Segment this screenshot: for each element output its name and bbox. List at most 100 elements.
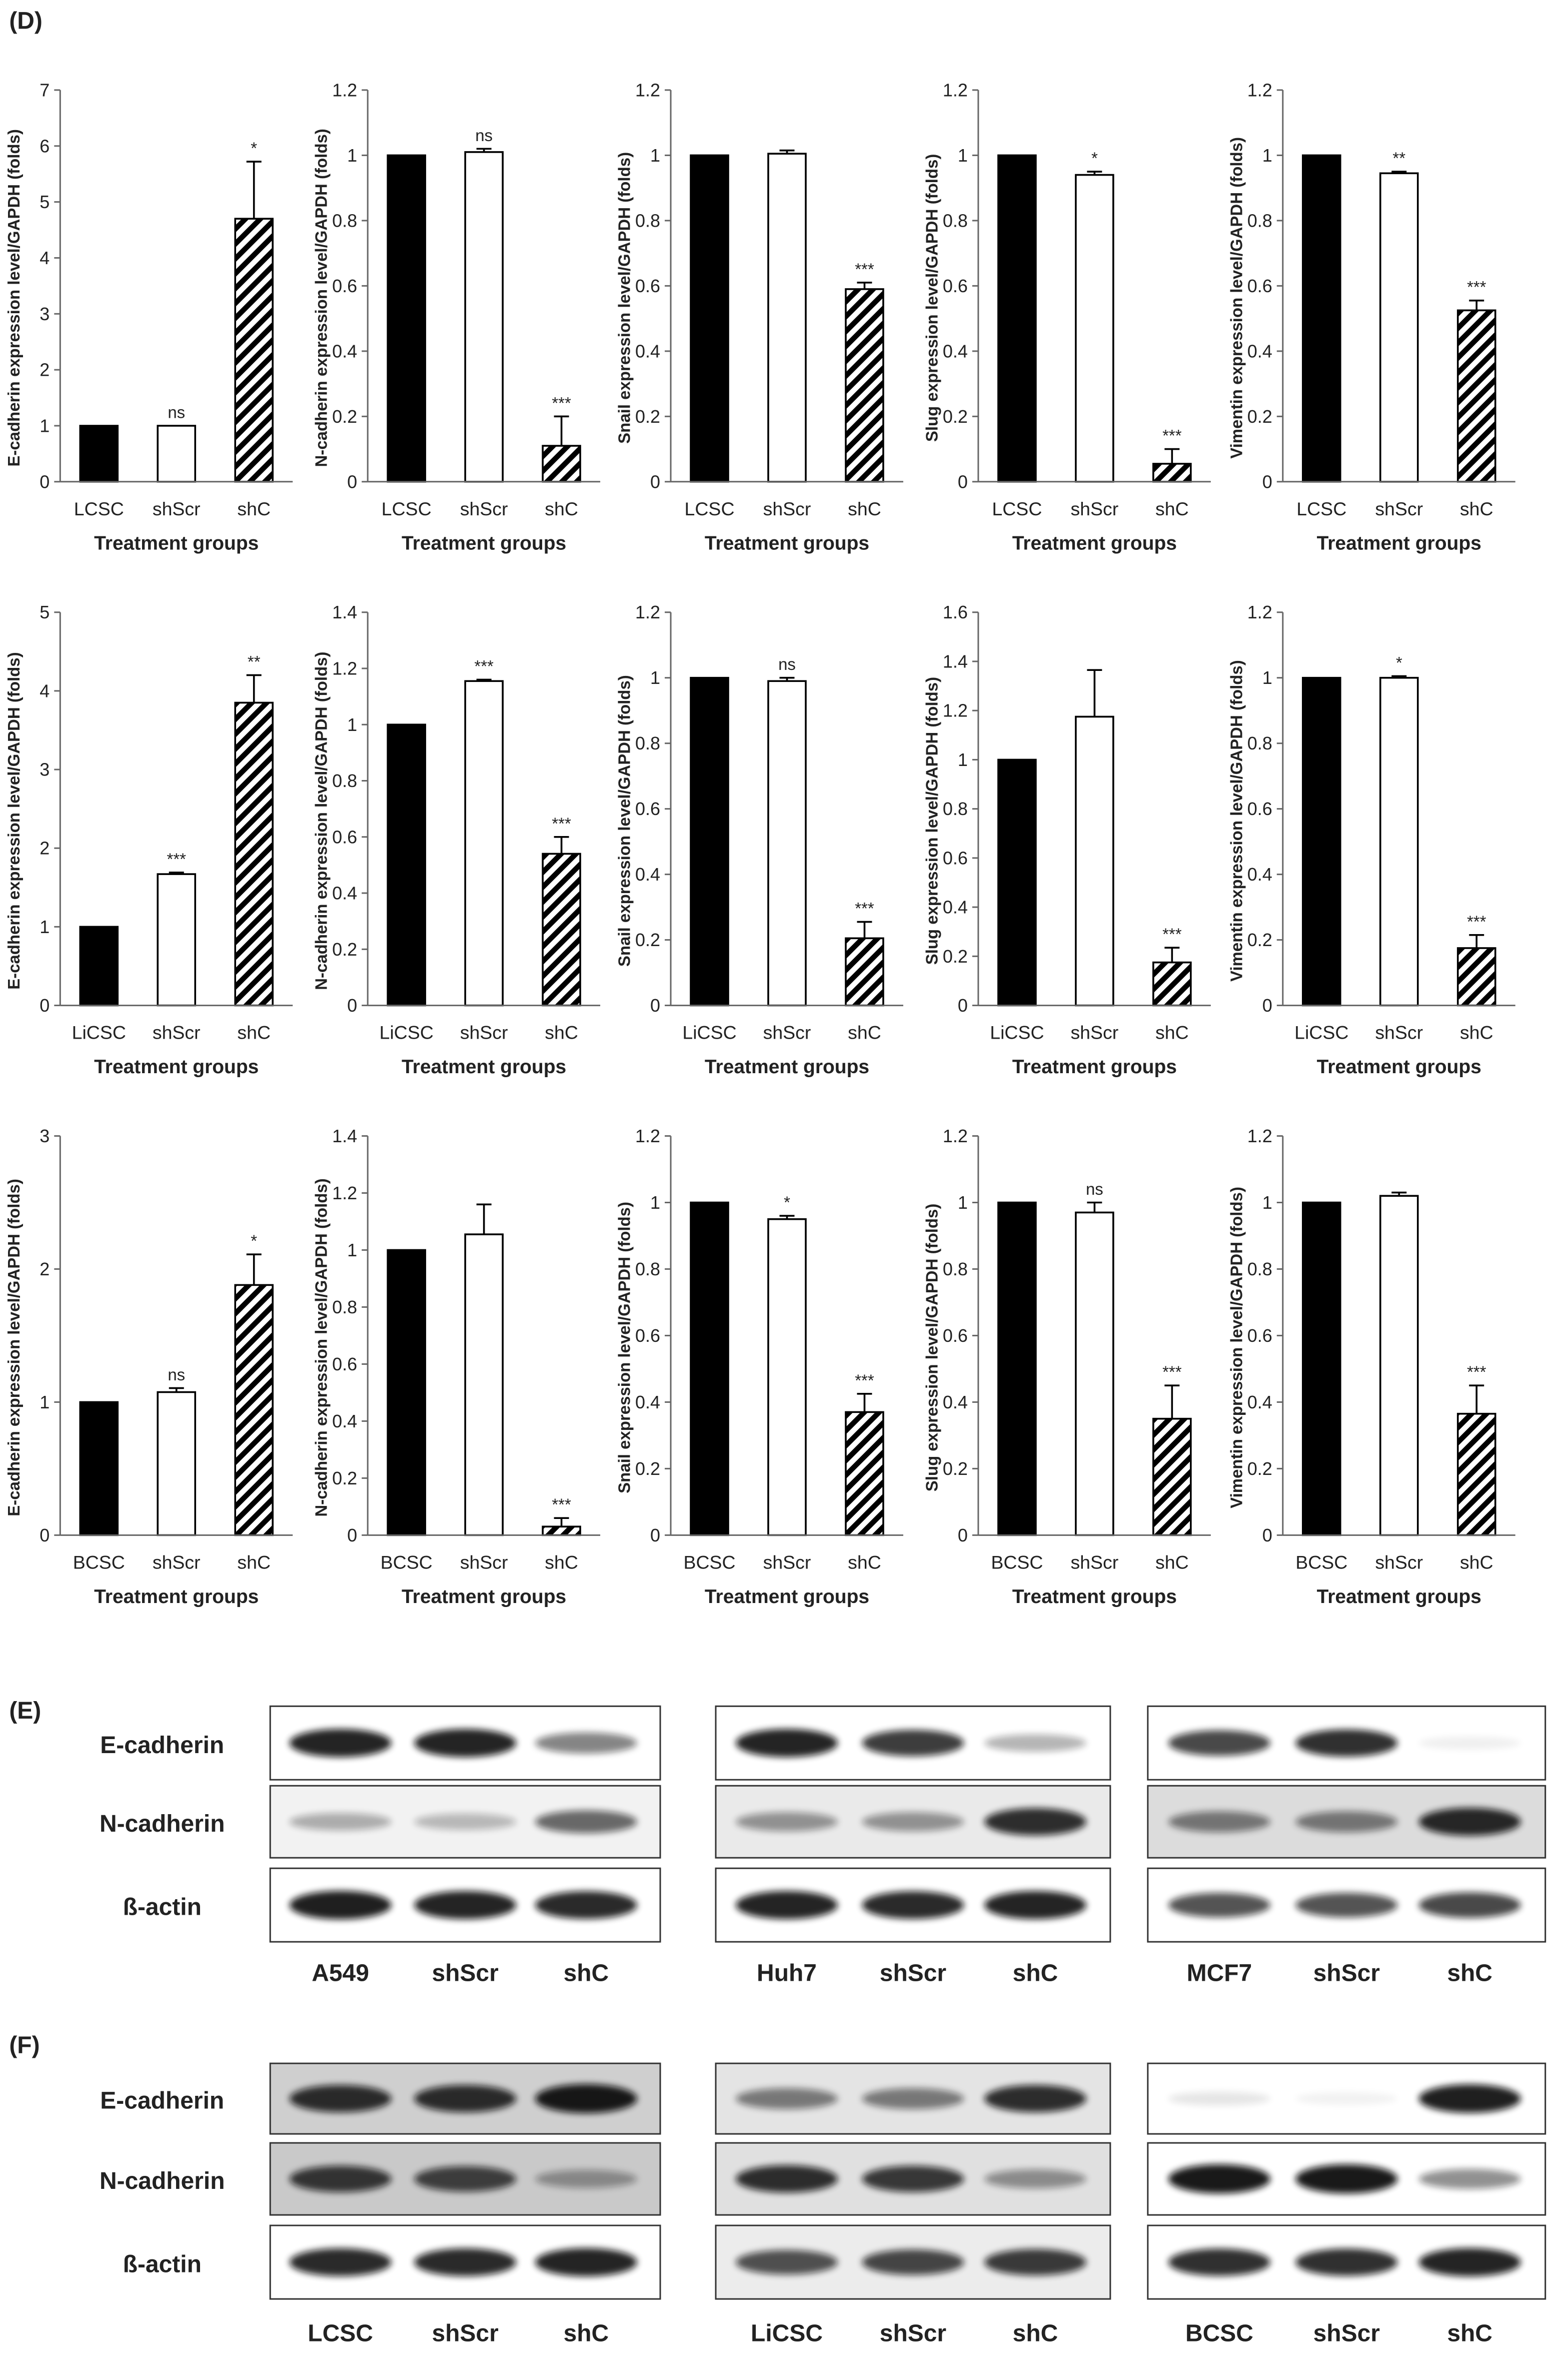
x-tick-label: shScr bbox=[153, 1022, 201, 1043]
y-tick-label: 0 bbox=[650, 471, 660, 492]
bar bbox=[157, 425, 197, 483]
lane-label: shC bbox=[1013, 1960, 1058, 1987]
y-tick-label: 1.2 bbox=[332, 1183, 357, 1203]
significance-label: *** bbox=[855, 1371, 874, 1389]
y-tick-label: 1 bbox=[958, 1192, 968, 1213]
y-tick-label: 0 bbox=[958, 995, 968, 1016]
y-axis-title: Slug expression level/GAPDH (folds) bbox=[922, 677, 941, 965]
blot-band bbox=[1295, 1893, 1398, 1918]
error-bar bbox=[1087, 171, 1102, 175]
y-axis-title: Vimentin expression level/GAPDH (folds) bbox=[1227, 137, 1245, 459]
y-tick-label: 0.6 bbox=[943, 1325, 968, 1346]
significance-label: * bbox=[251, 139, 257, 158]
significance-label: ns bbox=[778, 655, 796, 673]
blot-band bbox=[1168, 1730, 1270, 1756]
x-tick-label: shC bbox=[237, 1022, 271, 1043]
x-tick-label: LCSC bbox=[382, 498, 432, 519]
error-bar bbox=[857, 1392, 872, 1412]
x-tick-label: shScr bbox=[460, 1022, 508, 1043]
bar bbox=[845, 1411, 884, 1536]
x-axis-title: Treatment groups bbox=[402, 1586, 566, 1608]
blot-band bbox=[1418, 1808, 1521, 1836]
y-tick-label: 0 bbox=[347, 1525, 357, 1545]
y-tick-label: 0.8 bbox=[332, 1297, 357, 1317]
y-tick-label: 0.4 bbox=[1247, 1392, 1272, 1412]
blot-band bbox=[1418, 2168, 1521, 2189]
y-tick-label: 0.4 bbox=[332, 883, 357, 904]
y-tick-label: 6 bbox=[40, 136, 50, 156]
x-axis-title: Treatment groups bbox=[1317, 532, 1481, 554]
x-tick-label: BCSC bbox=[991, 1551, 1043, 1572]
error-bar bbox=[857, 282, 872, 289]
lane-label: shScr bbox=[1313, 2320, 1380, 2347]
bar bbox=[1456, 309, 1496, 483]
y-tick-label: 0 bbox=[958, 471, 968, 492]
x-tick-label: shScr bbox=[1070, 498, 1118, 519]
y-tick-label: 1 bbox=[958, 145, 968, 166]
y-tick-label: 1.2 bbox=[1247, 80, 1272, 100]
y-tick-label: 1.4 bbox=[332, 1126, 357, 1146]
bar bbox=[234, 701, 274, 1007]
lane-label: shC bbox=[564, 2320, 609, 2347]
lane-label: shC bbox=[1013, 2320, 1058, 2347]
y-tick-label: 1.4 bbox=[332, 602, 357, 622]
y-tick-label: 0 bbox=[650, 1525, 660, 1545]
x-tick-label: LCSC bbox=[992, 498, 1042, 519]
x-axis-title: Treatment groups bbox=[94, 1586, 259, 1608]
x-axis-title: Treatment groups bbox=[705, 532, 869, 554]
error-bar bbox=[1391, 171, 1407, 174]
x-tick-label: shScr bbox=[153, 1551, 201, 1572]
y-tick-label: 0.8 bbox=[332, 210, 357, 231]
bar bbox=[1301, 154, 1341, 483]
x-axis-title: Treatment groups bbox=[94, 1056, 259, 1078]
bar bbox=[1456, 947, 1496, 1007]
y-tick-label: 4 bbox=[40, 680, 50, 701]
y-tick-label: 1.2 bbox=[943, 700, 968, 721]
blot-band bbox=[1418, 1736, 1521, 1750]
y-tick-label: 1.2 bbox=[635, 602, 660, 622]
bar bbox=[157, 873, 197, 1007]
blot-band bbox=[736, 1891, 838, 1919]
bar bbox=[542, 1525, 581, 1536]
blot-band bbox=[1168, 2248, 1270, 2276]
y-tick-label: 0.8 bbox=[1247, 210, 1272, 231]
significance-label: *** bbox=[855, 260, 874, 278]
x-axis-title: Treatment groups bbox=[1012, 532, 1177, 554]
y-tick-label: 0.6 bbox=[1247, 799, 1272, 819]
y-tick-label: 0.4 bbox=[943, 1392, 968, 1412]
significance-label: ns bbox=[1086, 1180, 1103, 1198]
y-axis-title: Snail expression level/GAPDH (folds) bbox=[615, 152, 634, 444]
lane-label: shC bbox=[564, 1960, 609, 1987]
blot-band bbox=[984, 2169, 1086, 2189]
error-bar bbox=[1164, 1384, 1180, 1419]
y-tick-label: 0.8 bbox=[635, 1259, 660, 1279]
x-tick-label: shC bbox=[545, 1022, 578, 1043]
y-tick-label: 1.4 bbox=[943, 651, 968, 671]
y-tick-label: 0.8 bbox=[635, 210, 660, 231]
x-tick-label: shScr bbox=[153, 498, 201, 519]
y-tick-label: 0.2 bbox=[1247, 930, 1272, 950]
error-bar bbox=[857, 921, 872, 939]
y-tick-label: 0 bbox=[40, 995, 50, 1016]
y-tick-label: 0.2 bbox=[943, 1458, 968, 1479]
bar bbox=[234, 1284, 274, 1536]
y-tick-label: 2 bbox=[40, 360, 50, 380]
bar bbox=[464, 1233, 504, 1536]
y-tick-label: 0 bbox=[1262, 1525, 1272, 1545]
significance-label: *** bbox=[1467, 1363, 1486, 1381]
blot-row-label: N-cadherin bbox=[100, 1811, 225, 1837]
lane-label: BCSC bbox=[1185, 2320, 1253, 2347]
blot-band bbox=[1418, 1892, 1521, 1918]
y-tick-label: 1 bbox=[1262, 667, 1272, 688]
bar bbox=[387, 154, 426, 483]
y-tick-label: 0.8 bbox=[943, 210, 968, 231]
y-tick-label: 1 bbox=[650, 145, 660, 166]
blot-band bbox=[862, 1730, 964, 1757]
bar bbox=[157, 1391, 197, 1536]
x-tick-label: BCSC bbox=[73, 1551, 125, 1572]
y-tick-label: 0.4 bbox=[943, 341, 968, 361]
significance-label: *** bbox=[1162, 1363, 1182, 1381]
blot-band bbox=[736, 2088, 838, 2109]
significance-label: *** bbox=[552, 1495, 571, 1514]
blot-band bbox=[1168, 2164, 1270, 2194]
